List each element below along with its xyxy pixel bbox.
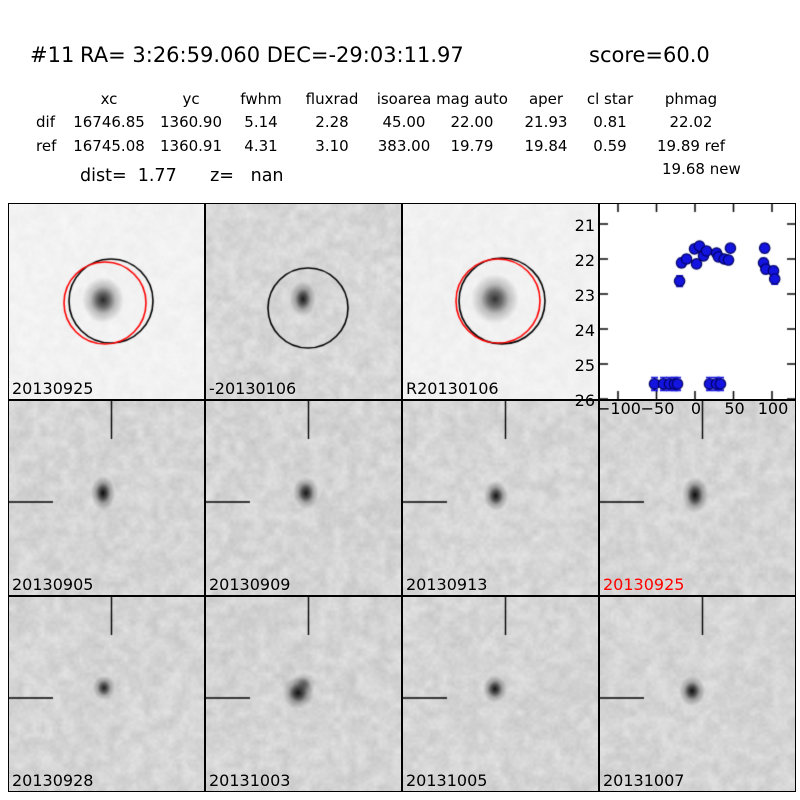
candidate-id: #11 [30, 43, 75, 67]
ytick-label: 21 [574, 216, 595, 235]
light-curve-canvas [600, 204, 795, 399]
xtick-label: 100 [757, 399, 789, 418]
cutout-panel-dif-circled: -20130106 [205, 203, 402, 400]
panel-date-label: R20130106 [406, 379, 499, 398]
header-mag-auto: mag auto [436, 90, 508, 108]
table-row-ref: ref 16745.08 1360.91 4.31 3.10 383.00 19… [0, 137, 800, 157]
ref-mag-auto: 19.79 [450, 137, 494, 155]
ref-aper: 19.84 [524, 137, 568, 155]
panel-date-label: 20130913 [406, 575, 488, 594]
cutout-image [403, 597, 598, 791]
cutout-panel-ref-circled: R20130106 [402, 203, 599, 400]
dif-phmag: 22.02 [669, 113, 713, 131]
cutout-panel-epoch-7: 20131005 [402, 596, 599, 792]
cutout-image [403, 204, 598, 399]
cutout-panel-epoch-4-highlighted: 20130925 [599, 400, 796, 596]
cutout-panel-epoch-3: 20130913 [402, 400, 599, 596]
header-fwhm: fwhm [240, 90, 282, 108]
ytick-label: 26 [574, 391, 595, 410]
phmag-new-value: 19.68 new [662, 160, 741, 178]
ref-isoarea: 383.00 [377, 137, 431, 155]
table-header-row: xc yc fwhm fluxrad isoarea mag auto aper… [0, 90, 800, 110]
ytick-label: 25 [574, 356, 595, 375]
dif-cl-star: 0.81 [593, 113, 627, 131]
table-row-dif: dif 16746.85 1360.90 5.14 2.28 45.00 22.… [0, 113, 800, 133]
cutout-grid: 20130925 -20130106 R20130106 21 22 23 24 25 2… [8, 203, 796, 792]
dif-mag-auto: 22.00 [450, 113, 494, 131]
cutout-panel-epoch-2: 20130909 [205, 400, 402, 596]
ref-xc: 16745.08 [73, 137, 145, 155]
ref-phmag: 19.89 ref [656, 137, 726, 155]
dif-isoarea: 45.00 [382, 113, 426, 131]
cutout-panel-new-circled: 20130925 [8, 203, 205, 400]
panel-date-label: 20130925 [12, 379, 94, 398]
xtick-label: 0 [690, 399, 702, 418]
header-aper: aper [528, 90, 564, 108]
panel-date-label: 20130925 [603, 575, 685, 594]
ref-cl-star: 0.59 [593, 137, 627, 155]
xtick-label: −50 [640, 399, 675, 418]
panel-date-label: 20130928 [12, 771, 94, 790]
xtick-label: 50 [724, 399, 745, 418]
row-label: ref [36, 137, 57, 155]
cutout-panel-epoch-1: 20130905 [8, 400, 205, 596]
xtick-label: −100 [597, 399, 641, 418]
dist-z-line: dist= 1.77 z= nan [80, 166, 284, 186]
cutout-image [206, 597, 401, 791]
header-isoarea: isoarea [376, 90, 432, 108]
light-curve-plot: 21 22 23 24 25 26 −100 −50 0 50 100 [575, 203, 796, 418]
cutout-image [9, 401, 204, 595]
dif-aper: 21.93 [524, 113, 568, 131]
ref-yc: 1360.91 [159, 137, 223, 155]
dif-fwhm: 5.14 [244, 113, 278, 131]
header-fluxrad: fluxrad [305, 90, 359, 108]
header-phmag: phmag [664, 90, 718, 108]
cutout-image [403, 401, 598, 595]
cutout-image [600, 597, 795, 791]
cutout-image [206, 401, 401, 595]
cutout-image [9, 204, 204, 399]
dif-xc: 16746.85 [73, 113, 145, 131]
dif-yc: 1360.90 [159, 113, 223, 131]
cutout-image [9, 597, 204, 791]
cutout-panel-epoch-5: 20130928 [8, 596, 205, 792]
ytick-label: 22 [574, 251, 595, 270]
panel-date-label: 20131007 [603, 771, 685, 790]
panel-date-label: -20130106 [209, 379, 297, 398]
panel-date-label: 20131003 [209, 771, 291, 790]
score: score=60.0 [589, 43, 710, 67]
cutout-image [206, 204, 401, 399]
ytick-label: 23 [574, 286, 595, 305]
header-xc: xc [100, 90, 118, 108]
ref-fluxrad: 3.10 [315, 137, 349, 155]
ytick-label: 24 [574, 321, 595, 340]
panel-date-label: 20130909 [209, 575, 291, 594]
row-label: dif [36, 113, 55, 131]
ref-fwhm: 4.31 [244, 137, 278, 155]
dif-fluxrad: 2.28 [315, 113, 349, 131]
panel-date-label: 20131005 [406, 771, 488, 790]
panel-date-label: 20130905 [12, 575, 94, 594]
coordinates: RA= 3:26:59.060 DEC=-29:03:11.97 [80, 43, 464, 67]
header-yc: yc [182, 90, 200, 108]
cutout-panel-epoch-8: 20131007 [599, 596, 796, 792]
cutout-image [600, 401, 795, 595]
cutout-panel-epoch-6: 20131003 [205, 596, 402, 792]
header-cl-star: cl star [586, 90, 634, 108]
